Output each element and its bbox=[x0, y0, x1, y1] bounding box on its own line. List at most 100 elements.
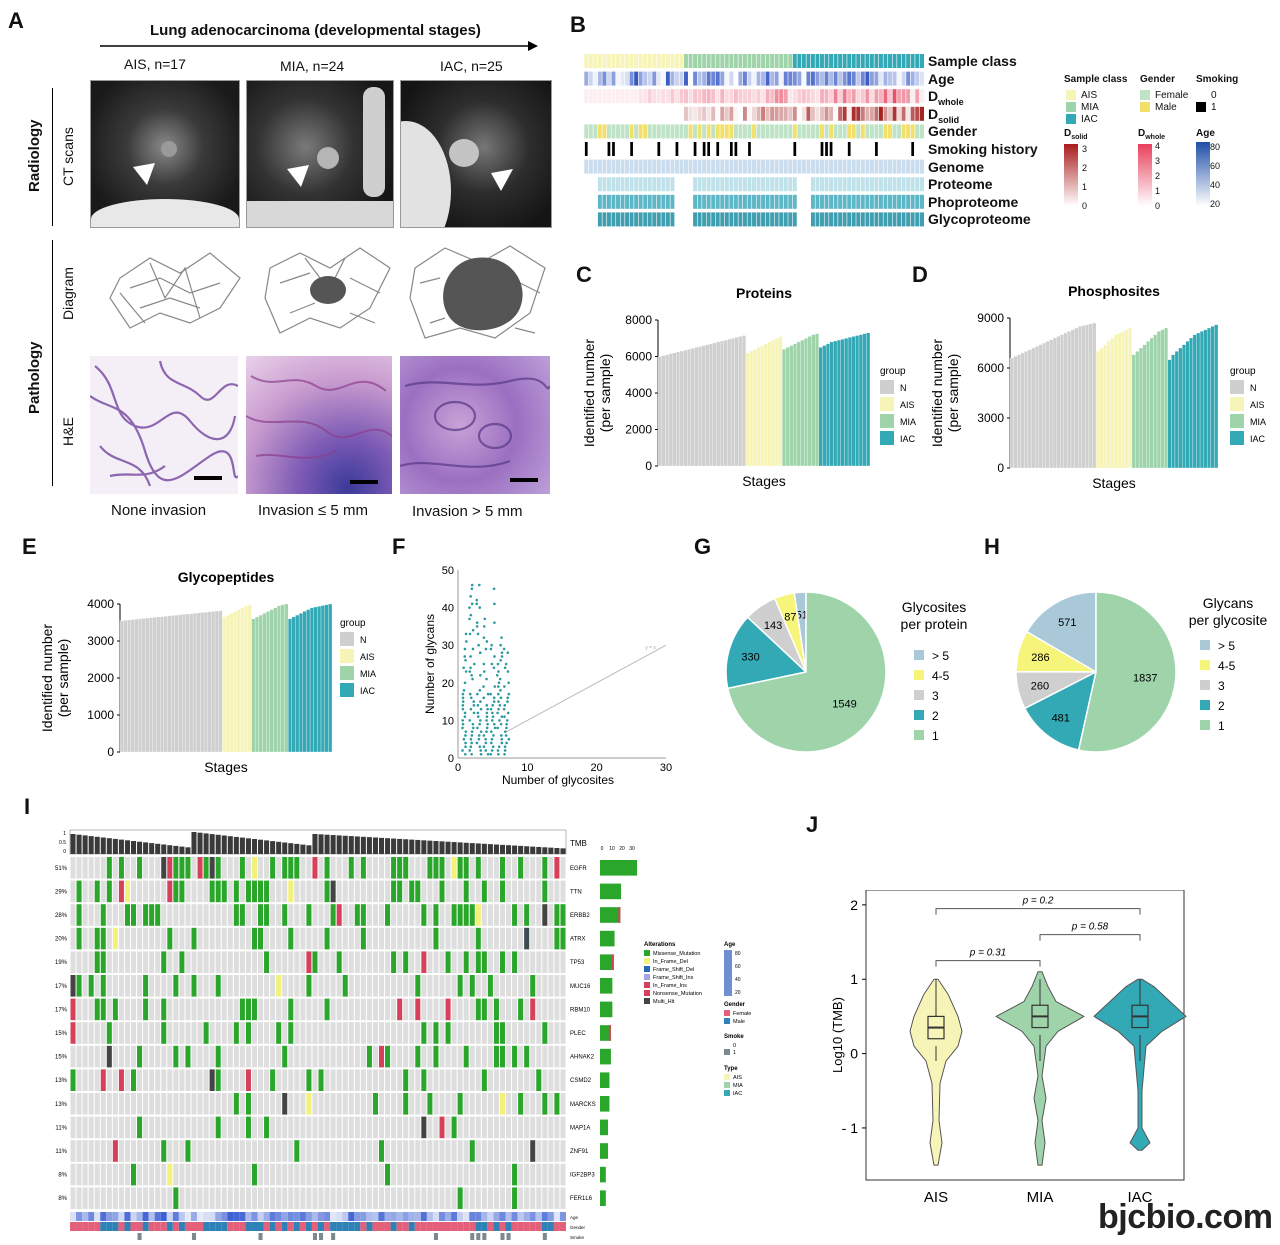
mutation-cell bbox=[342, 1163, 348, 1186]
track-age bbox=[251, 1212, 258, 1221]
mutation-cell bbox=[306, 1069, 312, 1091]
mutation-cell bbox=[493, 1093, 499, 1115]
heatmap-cell-dsolid bbox=[584, 106, 589, 121]
heatmap-cell-dsolid bbox=[815, 106, 820, 121]
mutation-cell bbox=[493, 857, 499, 879]
mutation-cell bbox=[288, 1116, 294, 1139]
heatmap-cell-genome bbox=[769, 159, 775, 174]
bar-n bbox=[130, 619, 135, 753]
mutation-cell bbox=[481, 1187, 487, 1209]
mutation-cell bbox=[161, 1116, 167, 1139]
heatmap-cell-genome bbox=[887, 159, 893, 174]
heatmap-cell-age bbox=[606, 71, 612, 86]
mutation-cell bbox=[264, 998, 270, 1021]
legend-dsolid-title: Dsolid bbox=[1064, 128, 1088, 141]
heatmap-cell-age bbox=[774, 71, 779, 86]
heatmap-cell-genome bbox=[720, 159, 725, 174]
arrow-marker-icon bbox=[133, 163, 155, 185]
heatmap-cell-dsolid bbox=[620, 106, 625, 121]
mutation-cell bbox=[421, 1045, 427, 1068]
gene-name: CSMD2 bbox=[570, 1078, 592, 1084]
legend-swatch bbox=[724, 1049, 730, 1055]
mutation-cell bbox=[391, 904, 397, 926]
scatter-point bbox=[478, 722, 481, 726]
mutation-cell bbox=[143, 1116, 149, 1139]
scatter-point bbox=[493, 685, 497, 688]
heatmap-cell-smoking bbox=[748, 142, 751, 156]
mutation-cell bbox=[524, 951, 530, 973]
dsolid-sub: solid bbox=[938, 114, 960, 125]
heatmap-cell-dwhole bbox=[797, 89, 802, 104]
mutation-cell bbox=[421, 1116, 427, 1139]
mutation-cell bbox=[94, 927, 100, 950]
bar-n bbox=[185, 613, 190, 753]
heatmap-cell-glycoproteome bbox=[606, 212, 612, 227]
heatmap-cell-proteome bbox=[865, 177, 870, 192]
mutation-cell bbox=[336, 1093, 342, 1115]
mutation-cell bbox=[397, 927, 403, 950]
mutation-cell bbox=[518, 927, 524, 950]
mutation-cell bbox=[342, 951, 348, 973]
mutation-cell bbox=[475, 857, 481, 879]
scatter-point bbox=[497, 752, 500, 756]
mutation-cell bbox=[155, 975, 161, 997]
mutation-cell bbox=[137, 1187, 143, 1209]
mutation-cell bbox=[197, 951, 203, 973]
tmb-bar bbox=[499, 844, 506, 854]
mutation-cell bbox=[288, 904, 294, 926]
scatter-point bbox=[469, 655, 472, 658]
mutation-cell bbox=[530, 975, 536, 997]
heatmap-cell-glycoproteome bbox=[597, 212, 603, 227]
mutation-cell bbox=[82, 1069, 88, 1091]
mutation-cell bbox=[270, 1093, 276, 1115]
mutation-cell bbox=[137, 904, 143, 926]
mutation-cell bbox=[493, 927, 499, 950]
heatmap-cell-genome bbox=[674, 159, 680, 174]
mutation-cell bbox=[457, 927, 463, 950]
heatmap-cell-gender bbox=[720, 124, 725, 139]
mutation-cell bbox=[167, 1116, 173, 1139]
bar-n bbox=[1049, 339, 1054, 469]
mutation-cell bbox=[554, 1045, 560, 1068]
gene-name: ATRX bbox=[570, 937, 586, 943]
heatmap-cell-phoproteome bbox=[919, 194, 924, 209]
heatmap-cell-proteome bbox=[724, 177, 730, 192]
scatter-point bbox=[507, 737, 511, 741]
x-tick-label: IAC bbox=[1127, 1189, 1152, 1206]
legend-swatch bbox=[340, 683, 354, 697]
heatmap-cell-dwhole bbox=[629, 89, 634, 104]
mutation-cell bbox=[161, 998, 167, 1021]
mutation-cell bbox=[294, 998, 300, 1021]
mutation-cell bbox=[233, 1116, 239, 1139]
pie-title: Glycosites bbox=[902, 599, 967, 615]
legend-swatch bbox=[914, 710, 924, 720]
y-tick-label: 30 bbox=[442, 640, 454, 652]
mutation-cell bbox=[100, 1045, 106, 1068]
bar-iac bbox=[1171, 354, 1176, 469]
scatter-point bbox=[497, 692, 500, 696]
scatter-point bbox=[502, 707, 506, 711]
legend-item-smoke-1: 1 bbox=[1196, 102, 1217, 114]
mutation-cell bbox=[336, 1022, 342, 1044]
heatmap-cell-proteome bbox=[774, 177, 779, 192]
heatmap-cell-dsolid bbox=[729, 106, 734, 121]
mutation-cell bbox=[185, 1140, 191, 1162]
track-smoke bbox=[470, 1233, 475, 1240]
mutation-cell bbox=[118, 1045, 124, 1068]
heatmap-cell-phoproteome bbox=[765, 194, 770, 209]
tmb-bar bbox=[451, 842, 457, 854]
tmb-bar bbox=[100, 837, 106, 854]
mutation-cell bbox=[481, 1022, 487, 1044]
mutation-cell bbox=[94, 1187, 100, 1209]
track-age bbox=[529, 1212, 536, 1221]
heatmap-cell-dsolid bbox=[819, 106, 825, 121]
mutation-cell bbox=[512, 998, 518, 1021]
mutation-cell bbox=[185, 880, 191, 903]
mutation-cell bbox=[348, 1187, 354, 1209]
mutation-cell bbox=[124, 1045, 130, 1068]
heatmap-cell-dwhole bbox=[647, 89, 652, 104]
mutation-cell bbox=[499, 975, 506, 997]
bar-n bbox=[668, 353, 673, 467]
